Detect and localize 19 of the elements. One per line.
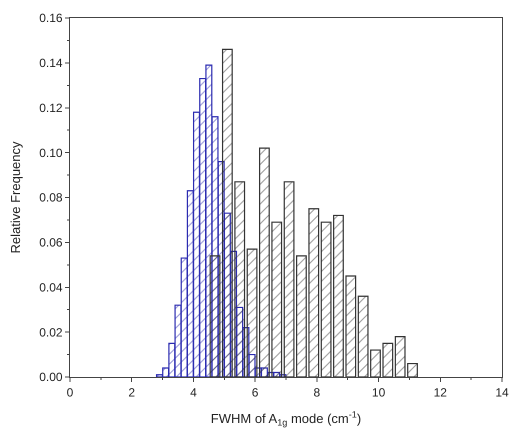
x-tick-label: 14 [495,385,509,400]
y-tick-label: 0.06 [39,236,63,250]
y-tick-label: 0.04 [39,280,63,294]
y-tick-label: 0.16 [39,11,63,26]
x-tick-label: 10 [372,385,386,400]
y-axis-title: Relative Frequency [8,141,24,254]
x-axis-title: FWHM of A$_{1g}$ mode (cm$^{-1}$) [210,410,362,428]
y-tick-label: 0.08 [39,190,63,205]
y-tick-label: 0.14 [39,56,63,70]
y-tick-label: 0.10 [39,146,63,160]
x-tick-label: 4 [190,385,198,400]
y-tick-label: 0.12 [39,100,63,115]
x-tick-label: 8 [314,385,321,400]
x-tick-label: 0 [66,385,74,400]
x-tick-label: 2 [128,385,136,400]
y-tick-label: 0.00 [39,370,63,384]
y-tick-label: 0.02 [39,325,63,340]
x-tick-label: 12 [434,385,448,400]
x-tick-label: 6 [252,385,259,400]
